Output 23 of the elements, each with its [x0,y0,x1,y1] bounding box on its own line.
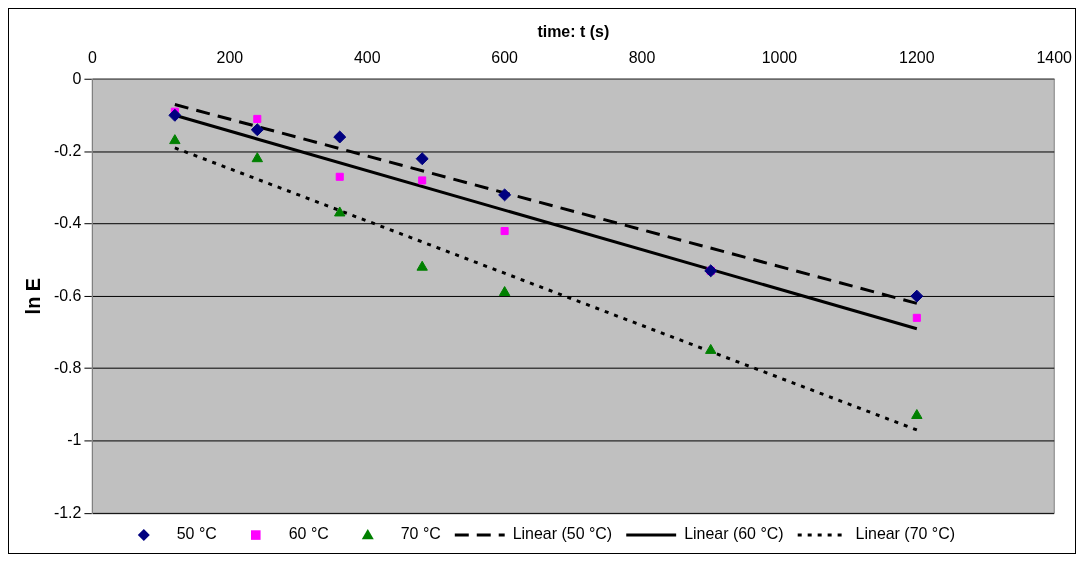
legend-label: 70 °C [400,525,441,543]
y-axis-title: ln E [22,277,45,315]
legend-label: 60 °C [288,525,329,543]
x-tick-label: 600 [491,49,519,67]
legend-label: Linear (70 °C) [855,525,956,543]
y-tick-label: -0.6 [53,286,82,304]
y-tick-label: -0.8 [53,358,82,376]
y-tick-label: 0 [72,69,82,87]
legend-label: 50 °C [176,525,217,543]
x-tick-label: 0 [87,49,97,67]
y-tick-label: -1 [67,431,82,449]
x-axis-title: time: t (s) [537,22,610,40]
x-tick-label: 400 [353,49,381,67]
x-tick-label: 1200 [899,49,935,67]
legend-label: Linear (60 °C) [684,525,784,543]
x-tick-label: 200 [216,49,244,67]
y-tick-label: -1.2 [53,503,82,521]
x-tick-label: 800 [628,49,656,67]
y-tick-label: -0.2 [53,141,82,159]
x-tick-label: 1400 [1036,49,1073,67]
x-tick-label: 1000 [761,49,798,67]
y-tick-label: -0.4 [53,214,82,232]
legend-label: Linear (50 °C) [512,525,613,543]
